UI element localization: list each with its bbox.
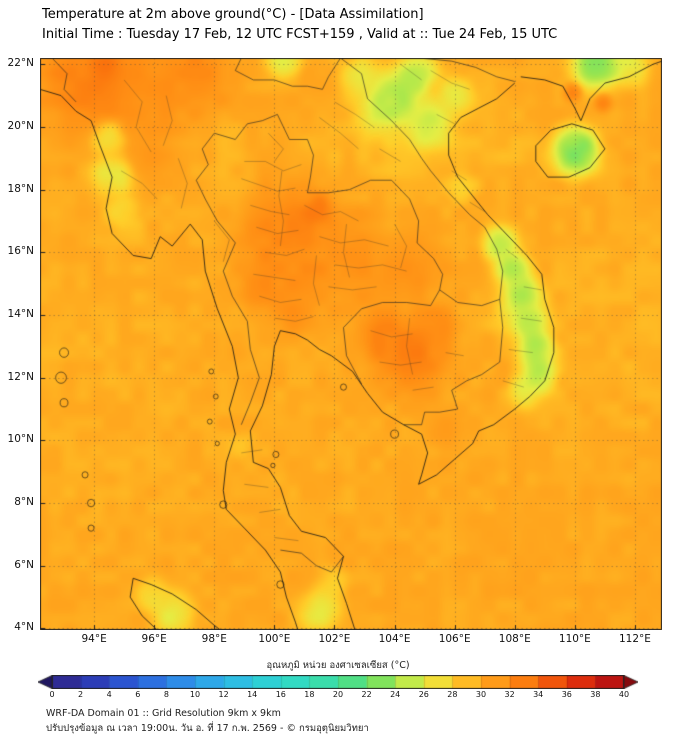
colorbar-tick-label: 26	[418, 690, 429, 699]
colorbar-tick-label: 32	[504, 690, 515, 699]
colorbar-tick-label: 0	[49, 690, 55, 699]
lon-tick-label: 108°E	[498, 633, 531, 645]
lon-tick-label: 110°E	[558, 633, 591, 645]
lat-tick-label: 22°N	[7, 57, 34, 70]
lat-tick-label: 10°N	[7, 433, 34, 446]
lat-tick-label: 18°N	[7, 182, 34, 195]
colorbar-tick-label: 30	[475, 690, 487, 699]
colorbar-tick-label: 28	[447, 690, 458, 699]
lon-tick-label: 96°E	[141, 633, 167, 645]
lat-tick-label: 6°N	[14, 558, 34, 571]
plot-header: Temperature at 2m above ground(°C) - [Da…	[42, 5, 557, 45]
lon-tick-label: 106°E	[438, 633, 471, 645]
lon-tick-label: 100°E	[258, 633, 291, 645]
longitude-axis: 94°E 96°E 98°E 100°E 102°E 104°E 106°E 108°E 110…	[40, 631, 662, 649]
temperature-map-canvas	[40, 58, 662, 630]
latitude-axis: 22°N 20°N 18°N 16°N 14°N 12°N 10°N 8°N 6°N 4°N	[0, 57, 38, 634]
colorbar-tick-label: 36	[561, 690, 572, 699]
colorbar-tick-label: 2	[78, 690, 84, 699]
lat-tick-label: 20°N	[7, 119, 34, 132]
lon-tick-label: 94°E	[81, 633, 107, 645]
lat-tick-label: 4°N	[14, 621, 34, 634]
footer-model-info: WRF-DA Domain 01 :: Grid Resolution 9km …	[46, 708, 281, 719]
colorbar: อุณหภูมิ หน่วย องศาเซลเซียส (°C) 0 2 4 6 8 10…	[38, 658, 638, 701]
plot-subtitle: Initial Time : Tuesday 17 Feb, 12 UTC FC…	[42, 27, 558, 43]
colorbar-tick-label: 20	[332, 690, 344, 699]
colorbar-scale: 0 2 4 6 8 10 12 14 16 18 20 22 24 26 28 30 32 34 36 38 40	[38, 689, 638, 701]
map-plot-area	[40, 58, 662, 630]
lat-tick-label: 14°N	[7, 308, 34, 320]
colorbar-title: อุณหภูมิ หน่วย องศาเซลเซียส (°C)	[266, 660, 410, 671]
colorbar-tick-label: 16	[275, 690, 286, 699]
lon-tick-label: 98°E	[201, 633, 227, 645]
colorbar-tick-label: 40	[618, 690, 630, 699]
lon-tick-label: 112°E	[618, 633, 651, 645]
colorbar-tick-label: 12	[218, 690, 229, 699]
colorbar-tick-label: 18	[304, 690, 315, 699]
lat-tick-label: 16°N	[7, 245, 34, 258]
colorbar-tick-label: 4	[106, 690, 112, 699]
colorbar-tick-label: 6	[135, 690, 141, 699]
colorbar-tick-label: 22	[361, 690, 372, 699]
lat-tick-label: 12°N	[7, 370, 34, 383]
plot-footer: WRF-DA Domain 01 :: Grid Resolution 9km …	[46, 707, 369, 736]
colorbar-tick-label: 10	[189, 690, 201, 699]
lon-tick-label: 102°E	[318, 633, 351, 645]
colorbar-tick-label: 24	[390, 690, 401, 699]
footer-update-note: ปรับปรุงข้อมูล ณ เวลา 19:00น. วัน อ. ที่…	[46, 722, 369, 734]
lat-tick-label: 8°N	[14, 496, 34, 509]
colorbar-gradient	[38, 675, 638, 689]
plot-title: Temperature at 2m above ground(°C) - [Da…	[42, 7, 424, 22]
lon-tick-label: 104°E	[378, 633, 411, 645]
colorbar-tick-label: 38	[590, 690, 601, 699]
colorbar-tick-label: 14	[247, 690, 258, 699]
colorbar-tick-label: 34	[533, 690, 544, 699]
colorbar-tick-label: 8	[163, 690, 169, 699]
